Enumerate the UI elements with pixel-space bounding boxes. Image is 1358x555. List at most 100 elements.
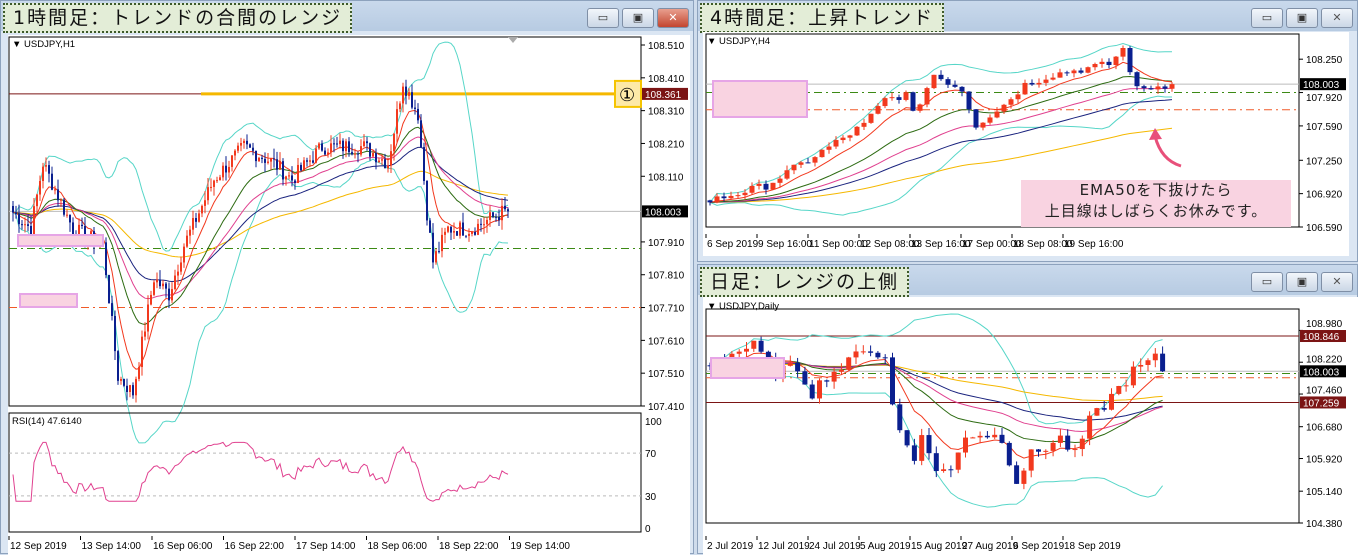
- candle-bear: [57, 189, 59, 201]
- date-tick-label: 16 Sep 22:00: [225, 541, 285, 552]
- candle-bull: [1099, 61, 1105, 65]
- price-tick-label: 108.210: [648, 139, 685, 150]
- chart-area[interactable]: 108.980 108.220 107.460 106.680 105.920 105.1…: [703, 297, 1358, 555]
- price-tick-label: 106.680: [1306, 423, 1343, 434]
- candle-bull: [240, 143, 242, 146]
- candle-bull: [156, 279, 158, 283]
- candle-bear: [945, 79, 951, 85]
- date-tick-label: 2 Jul 2019: [707, 541, 754, 552]
- chart-area[interactable]: 108.510 108.410 108.310 108.210 108.110 107.9…: [8, 35, 690, 555]
- candle-bear: [417, 108, 419, 121]
- price-tick-label: 106.590: [1306, 223, 1343, 234]
- title-bar[interactable]: 日足：レンジの上側 ▭ ▣ ✕: [698, 265, 1357, 297]
- candle-bull: [1072, 449, 1078, 451]
- candle-bear: [507, 209, 509, 212]
- candle-bull: [1092, 64, 1098, 68]
- candle-bull: [33, 206, 35, 236]
- candle-bear: [123, 378, 125, 386]
- annotation-rectangle: [712, 80, 808, 118]
- candle-bear: [384, 159, 386, 169]
- candle-bull: [791, 164, 797, 171]
- candle-bear: [824, 380, 830, 382]
- candle-bull: [1043, 79, 1049, 83]
- candle-bull: [860, 351, 866, 353]
- candle-bull: [861, 122, 867, 127]
- candle-bull: [372, 152, 374, 157]
- title-bar[interactable]: 4時間足：上昇トレンド ▭ ▣ ✕: [698, 1, 1357, 33]
- candle-bull: [339, 140, 341, 145]
- candle-bull: [135, 378, 137, 396]
- close-button[interactable]: ✕: [657, 8, 689, 28]
- candle-bull: [1138, 364, 1144, 367]
- candle-bull: [129, 385, 131, 392]
- candle-bull: [931, 74, 937, 89]
- candle-bull: [838, 369, 844, 372]
- candle-bear: [795, 362, 801, 372]
- candle-bull: [994, 111, 1000, 118]
- ema-slow-line: [12, 170, 509, 258]
- candle-bull: [970, 437, 976, 439]
- candle-bear: [168, 288, 170, 301]
- daily-chart[interactable]: 108.980 108.220 107.460 106.680 105.920 105.1…: [703, 297, 1358, 555]
- candle-bull: [833, 140, 839, 147]
- marker-box: [614, 79, 642, 108]
- current-price-badge-bg: [1300, 365, 1346, 378]
- bollinger-band-upper: [12, 41, 509, 252]
- candle-bear: [721, 196, 727, 199]
- candle-bull: [363, 141, 365, 147]
- minimize-button[interactable]: ▭: [587, 8, 619, 28]
- minimize-button[interactable]: ▭: [1251, 8, 1283, 28]
- candle-bear: [405, 86, 407, 96]
- price-tick-label: 107.710: [648, 304, 685, 315]
- candle-bear: [1160, 353, 1166, 372]
- candle-bull: [1109, 393, 1114, 410]
- minimize-button[interactable]: ▭: [1251, 272, 1283, 292]
- annotation-note: EMA50を下抜けたら 上目線はしばらくお休みです。: [1021, 180, 1291, 227]
- candle-bull: [749, 185, 755, 193]
- candle-bull: [39, 181, 41, 195]
- line-price-badge: 108.361: [645, 90, 682, 101]
- symbol-text: USDJPY,H4: [719, 36, 771, 47]
- symbol-label: ▼ USDJPY,H1: [12, 39, 76, 50]
- maximize-button[interactable]: ▣: [1286, 8, 1318, 28]
- candle-bull: [174, 275, 176, 290]
- candle-bull: [736, 351, 742, 354]
- candle-bull: [231, 155, 233, 167]
- h1-chart[interactable]: 108.510 108.410 108.310 108.210 108.110 107.9…: [8, 35, 690, 555]
- candle-bull: [222, 165, 224, 178]
- close-button[interactable]: ✕: [1321, 272, 1353, 292]
- candle-bull: [216, 180, 218, 182]
- candle-bear: [15, 212, 17, 215]
- symbol-label: ▼ USDJPY,H4: [707, 36, 771, 47]
- candle-bull: [917, 104, 923, 111]
- title-bar[interactable]: 1時間足：トレンドの合間のレンジ ▭ ▣ ✕: [1, 1, 693, 33]
- candle-bear: [30, 225, 32, 236]
- maximize-button[interactable]: ▣: [622, 8, 654, 28]
- candle-bull: [237, 145, 239, 151]
- date-tick-label: 12 Jul 2019: [758, 541, 810, 552]
- arrow-head-icon: [1149, 128, 1162, 140]
- candle-bull: [144, 331, 146, 337]
- candle-bear: [84, 225, 86, 242]
- close-button[interactable]: ✕: [1321, 8, 1353, 28]
- candle-bear: [111, 303, 113, 316]
- h4-chart[interactable]: 108.250 107.920 107.590 107.250 106.920 106.5…: [703, 32, 1349, 256]
- candle-bull: [742, 192, 748, 196]
- candle-bear: [366, 141, 368, 144]
- chart-area[interactable]: 108.250 107.920 107.590 107.250 106.920 106.5…: [703, 32, 1349, 256]
- rsi-tick-label: 100: [645, 417, 662, 428]
- ema-21-line: [709, 75, 1173, 203]
- candle-bear: [432, 232, 434, 263]
- candle-bull: [267, 161, 269, 163]
- candle-bear: [911, 445, 917, 461]
- maximize-button[interactable]: ▣: [1286, 272, 1318, 292]
- candle-bear: [249, 144, 251, 148]
- candle-bull: [435, 251, 437, 263]
- candle-bear: [369, 143, 371, 157]
- ema-fast-line: [12, 109, 509, 370]
- candle-bear: [896, 97, 902, 100]
- candle-bull: [882, 98, 888, 107]
- bollinger-band-lower: [709, 365, 1163, 508]
- candle-bear: [1134, 72, 1140, 87]
- candle-bear: [357, 153, 359, 155]
